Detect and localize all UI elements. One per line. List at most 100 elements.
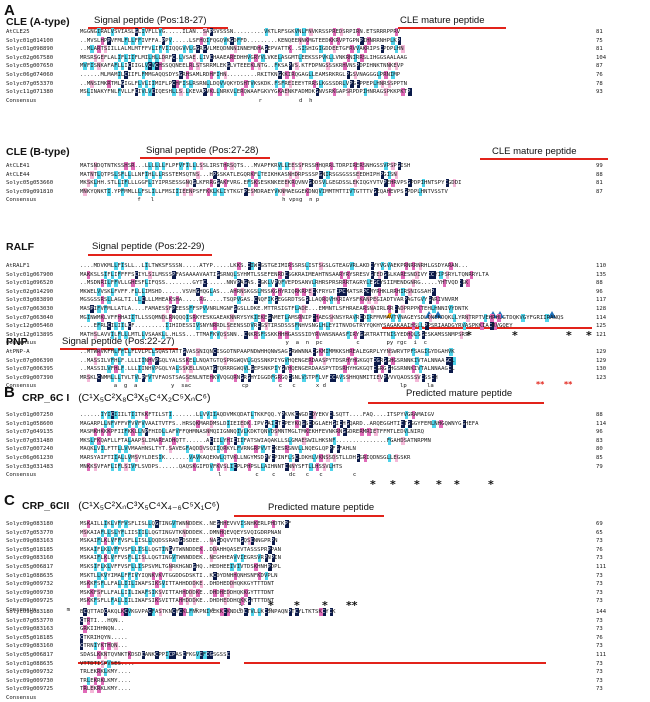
sequence-text: MATNTLQTPSLSFLLLLNFIHLLLRSSTEMSQTNS...HP…	[80, 170, 399, 179]
sequence-text: MASPIFVFMLLATLA....FAMAESSFPEESSFFSPVVNR…	[80, 305, 469, 313]
alignment-row: Solyc09g009732 TRLEKRKLKMY.... 73	[6, 668, 603, 677]
sequence-length: 88	[596, 280, 603, 287]
section-title-clea: CLE (A-type)	[6, 16, 70, 28]
alignment-row: Solyc03g031483 MNKKSVFAFLIFLSIVFLSVDPS...…	[6, 462, 603, 471]
sequence-name: Solyc06g061230	[6, 455, 54, 461]
alignment-row: AtRALF1 ....MDVKMLLFISLL..LILTWKSFSSSN...…	[6, 262, 606, 270]
crp6ii-title: CRP_6CII	[22, 500, 70, 512]
sequence-length: 73	[596, 538, 603, 545]
alignment-row: Solyc09g007390 MRSKLCNMMLLLTVLTVLPFVTVFAO…	[6, 373, 606, 382]
crp6i-formula: (C¹X₅C²X₈C³X₅C⁴X₂C⁵XₙC⁶)	[78, 392, 211, 404]
motif-arrow	[434, 311, 442, 318]
alignment-row: Solyc05g006817 MSKSIFLKLVFFVSFLLISPSVMLTG…	[6, 563, 606, 571]
sequence-name: Solyc01g058600	[6, 420, 54, 427]
sequence-name: Solyc09g083180	[6, 521, 54, 527]
sequence-name: Solyc09g009725	[6, 686, 54, 693]
alignment-row: Solyc07g053370 ..MNSIMKRTMLGIGLFLVLIIMIFL…	[6, 79, 603, 88]
sequence-text: CTKRIHQYN.....	[80, 633, 128, 642]
sequence-length: 73	[596, 677, 603, 684]
alignment-row: Solyc12g013895 MATHSLAVVILFLLLMTLLVSAAKLL…	[6, 330, 606, 339]
alignment-row: Solyc07g007240 MAQKLVILFTTLLVVMAAHNSLTYT.…	[6, 445, 603, 454]
cys-star: *	[239, 599, 245, 612]
sequence-length: 73	[596, 572, 603, 579]
sequence-name: AtCLE41	[6, 163, 30, 169]
sequence-text: MRSKLCNMMLLLTVLTVLPFVTVFAOSTSAGSENLNTEHK…	[80, 373, 438, 382]
sequence-name: Solyc07g007240	[6, 446, 54, 453]
alignment-row: Solyc09g009725 MSKKFSFLLFALLIILIWAFSIKSVI…	[6, 597, 603, 606]
alignment-row: Solyc07g049135 MASMKHKKKPFIIFKKLLNPFHIDLL…	[6, 428, 603, 437]
alignment-row: Solyc02g067580 MRSRSGEFLALIFLIIFLMILHLLDR…	[6, 53, 606, 62]
consensus-row: Consensus l c c dc c c c	[6, 472, 357, 479]
sequence-length: 129	[596, 349, 607, 355]
sequence-length: 81	[596, 29, 603, 35]
sequence-length: 73	[596, 660, 603, 667]
cys-star: *	[586, 329, 592, 342]
sequence-text: MATSNDQTNTKSSHSR...LLLLLLFLPFVFILLLSSLIR…	[80, 162, 411, 170]
alignment-row: Solyc09g009730 MSKKFSFLLFALLIILIWAFSIKSVI…	[6, 588, 603, 597]
cys-star: *	[370, 478, 376, 491]
sequence-name: Solyc06g074060	[6, 72, 54, 78]
sequence-length: 73	[596, 598, 603, 605]
alignment-row: Solyc09g083160 MSKAIFLKLVFFVSFLLISLLQGTIN…	[6, 554, 603, 563]
sequence-text: CTRTI...HQN..	[80, 616, 125, 625]
mature-label-cleb: CLE mature peptide	[492, 146, 577, 157]
alignment-row: Solyc09g009732 MSKKFSFLLFALLIILIWAFSIKSVI…	[6, 580, 603, 589]
pnp-red-star: **	[564, 380, 573, 389]
consensus-row: Consensus r d h	[6, 97, 313, 104]
sequence-name: Solyc11g071380	[6, 89, 54, 96]
sequence-text: MKSKLHH.STLLIFLLLGGFLIYIPRSESSGNQGLKFRRG…	[80, 179, 462, 188]
signal-label-cleb: Signal peptide (Pos:27-28)	[146, 145, 259, 156]
sequence-name: Solyc09g007390	[6, 374, 54, 381]
alignment-row: Solyc09g083180 MSKAILLIKLVFFVSFLISLLQGTIN…	[6, 520, 603, 528]
sequence-text: ..MTWRVKFHLFFLLFLVLPLLSQASTATTGVASSNIQNC…	[80, 348, 455, 356]
alignment-row: Solyc05g053660 MKSKLHH.STLLIFLLLGGFLIYIPR…	[6, 179, 603, 188]
alignment-row: Solyc09g009725 TRLEKRKLKMY.... 73	[6, 685, 603, 694]
sequence-text: MKSLFKQAFLLFTALAAPSLIMAREADHQTT......ACI…	[80, 436, 431, 445]
alignment-row: Solyc05g007650 MVFISNKAFAFLLICIIGLVCVCHSS…	[6, 62, 603, 71]
cys-star: *	[466, 329, 472, 342]
sequence-length: 73	[596, 555, 603, 562]
alignment-row: Solyc01g014100 ..MVSLHPPVFMLFLLFFIVFFA.PP…	[6, 36, 603, 45]
alignment-row: Solyc01g088635 VTTDTISPVSES.... 73	[6, 659, 603, 668]
sequence-length: 96	[596, 429, 603, 436]
sequence-length: 75	[596, 37, 603, 44]
alignment-row: Solyc03g083890 MGSGSSRSLLAGLTI.LLCLLLMHEA…	[6, 296, 606, 305]
sequence-text: MSLINAKYFNLFVLLFCIVLVCIQESHLLS.LKEVAPVKL…	[80, 88, 412, 97]
cys-star: *	[390, 478, 396, 491]
sequence-name: Solyc09g083160	[6, 643, 54, 650]
sequence-length: 83	[596, 437, 603, 444]
pnp-red-star: **	[536, 380, 545, 389]
sequence-length: 130	[596, 366, 607, 373]
sequence-length: 114	[596, 420, 607, 427]
sequence-text: MAQKLVILFTTLLVVMAAHNSLTYT.SAVEGFAQDDVSQI…	[80, 445, 356, 454]
cys-star: *	[512, 329, 518, 342]
signal-bar-ralf	[88, 254, 212, 256]
alignment-row: AtCLE41 MATSNDQTNTKSSHSR...LLLLLLFLPFVFIL…	[6, 162, 603, 170]
section-title-pnp: PNP	[6, 336, 28, 348]
signal-label-pnp: Signal peptide (Pos:22-27)	[62, 336, 175, 347]
alignment-row: Solyc05g018185 MSKAIFLKLVFFVSFLLISLLQGTIN…	[6, 545, 603, 554]
sequence-name: Solyc05g018185	[6, 634, 54, 641]
sequence-text: TRLEKRKLKMY....	[80, 676, 132, 685]
sequence-name: Solyc01g067900	[6, 271, 54, 278]
alignment-row: Solyc07g053770 CTRTI...HQN.. 73	[6, 616, 603, 625]
sequence-length: 93	[596, 89, 603, 96]
alignment-row: Solyc05g018185 CTKRIHQYN..... 76	[6, 633, 603, 642]
sequence-text: SDASLKKNTQVNKTKDSDCANKCPPICPASCFKGVCFCGS…	[80, 651, 231, 659]
sequence-text: MSKTLLKVYIMALFFIVYIQNKVKVTGGDDGDSKTI..KC…	[80, 571, 278, 580]
sequence-name: Solyc09g009732	[6, 669, 54, 676]
sequence-length: 111	[596, 652, 607, 658]
sequence-name: Solyc07g049135	[6, 429, 54, 436]
sequence-name: Solyc09g083163	[6, 538, 54, 545]
mature-label-clea: CLE mature peptide	[400, 15, 485, 26]
alignment-row: Solyc07g063040 MGINWMKLVFFHHAIITLLSSQMNDL…	[6, 313, 606, 322]
sequence-length: 111	[596, 564, 607, 570]
sequence-name: Solyc07g053370	[6, 80, 54, 87]
section-title-cleb: CLE (B-type)	[6, 146, 70, 158]
section-title-crp6i: CRP_6C I (C¹X₅C²X₈C³X₅C⁴X₂C⁵XₙC⁶)	[22, 392, 210, 404]
mature-bar-crp6i	[368, 402, 544, 404]
sequence-length: 79	[596, 463, 603, 470]
sequence-text: MGGNGIRALVSVIASLGLIVFLLVG.....ILAN..SAPS…	[80, 28, 401, 36]
sequence-length: 121	[596, 331, 607, 338]
sequence-length: 73	[596, 669, 603, 676]
